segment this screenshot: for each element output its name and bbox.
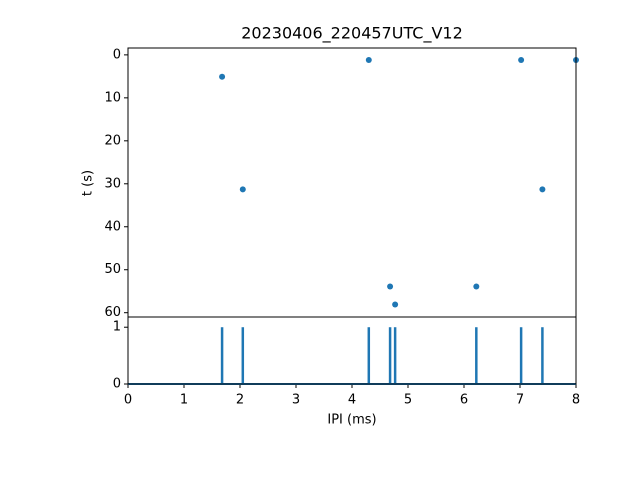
y-tick-label: 30 [104,176,121,191]
y-tick-label: 0 [113,377,121,392]
x-tick-label: 0 [124,393,132,408]
x-tick-label: 8 [572,393,580,408]
y-tick-label: 10 [104,90,121,105]
y-tick-label: 60 [104,305,121,320]
x-tick-label: 2 [236,393,244,408]
x-tick-label: 5 [404,393,412,408]
y-tick-label: 20 [104,133,121,148]
point [387,283,394,290]
y-tick-label: 50 [104,262,121,277]
x-tick-label: 1 [180,393,188,408]
point [518,57,525,64]
point [392,301,399,308]
x-tick-label: 6 [460,393,468,408]
y-tick-label: 0 [113,47,121,62]
x-tick-label: 3 [292,393,300,408]
point [539,186,546,193]
point [219,73,226,80]
y-tick-label: 40 [104,219,121,234]
point [473,283,480,290]
point [365,57,372,64]
x-axis-label: IPI (ms) [327,413,376,428]
point [239,186,246,193]
axes-frame [127,47,577,318]
axes-frame [127,316,577,385]
x-tick-label: 4 [348,393,356,408]
y-axis-label: t (s) [81,170,96,196]
y-tick-label: 1 [113,320,121,335]
x-tick-label: 7 [516,393,524,408]
chart-title: 20230406_220457UTC_V12 [241,24,463,44]
